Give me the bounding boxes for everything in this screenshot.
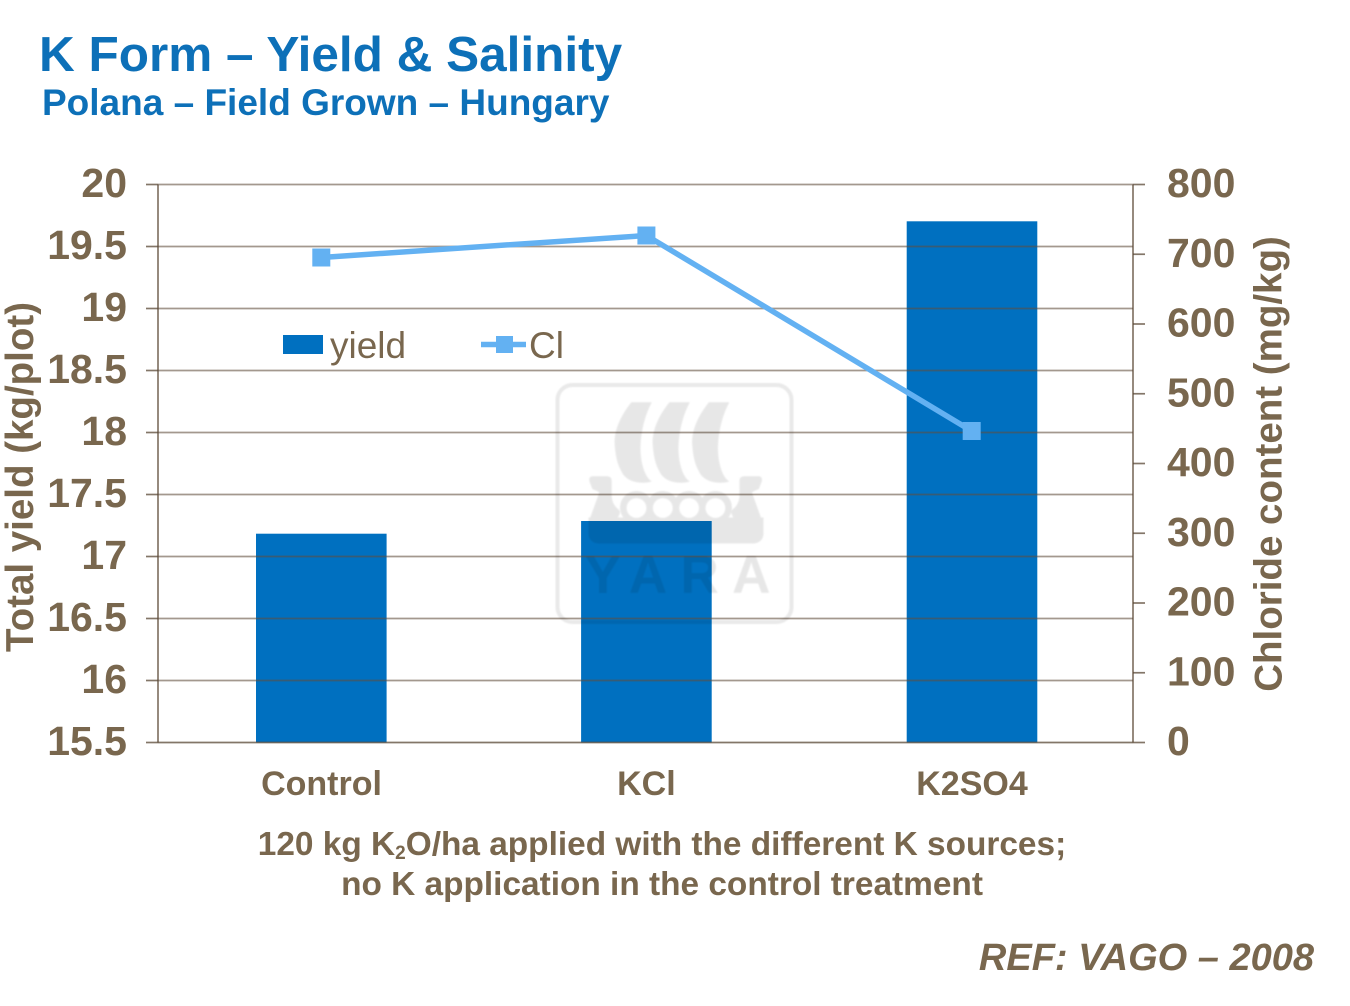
svg-text:19.5: 19.5 xyxy=(47,222,127,268)
svg-text:16: 16 xyxy=(81,656,127,702)
svg-text:18: 18 xyxy=(81,408,127,454)
svg-text:17: 17 xyxy=(81,532,127,578)
svg-text:Total yield (kg/plot): Total yield (kg/plot) xyxy=(0,302,42,652)
svg-text:Chloride content (mg/kg): Chloride content (mg/kg) xyxy=(1248,236,1291,692)
svg-text:100: 100 xyxy=(1167,648,1235,694)
svg-text:yield: yield xyxy=(330,325,406,366)
svg-text:500: 500 xyxy=(1167,369,1235,415)
svg-text:19: 19 xyxy=(81,284,127,330)
svg-text:KCl: KCl xyxy=(617,765,676,803)
svg-text:17.5: 17.5 xyxy=(47,470,127,516)
svg-text:20: 20 xyxy=(81,160,127,206)
svg-text:600: 600 xyxy=(1167,300,1235,346)
svg-text:200: 200 xyxy=(1167,579,1235,625)
svg-text:800: 800 xyxy=(1167,160,1235,206)
svg-text:Control: Control xyxy=(261,765,382,803)
svg-text:0: 0 xyxy=(1167,718,1190,764)
svg-text:Cl: Cl xyxy=(529,325,564,366)
svg-text:700: 700 xyxy=(1167,230,1235,276)
svg-text:18.5: 18.5 xyxy=(47,346,127,392)
svg-text:K2SO4: K2SO4 xyxy=(916,765,1028,803)
svg-text:YARA: YARA xyxy=(585,546,784,605)
svg-text:300: 300 xyxy=(1167,509,1235,555)
svg-text:400: 400 xyxy=(1167,439,1235,485)
svg-text:15.5: 15.5 xyxy=(47,718,127,764)
svg-text:16.5: 16.5 xyxy=(47,594,127,640)
